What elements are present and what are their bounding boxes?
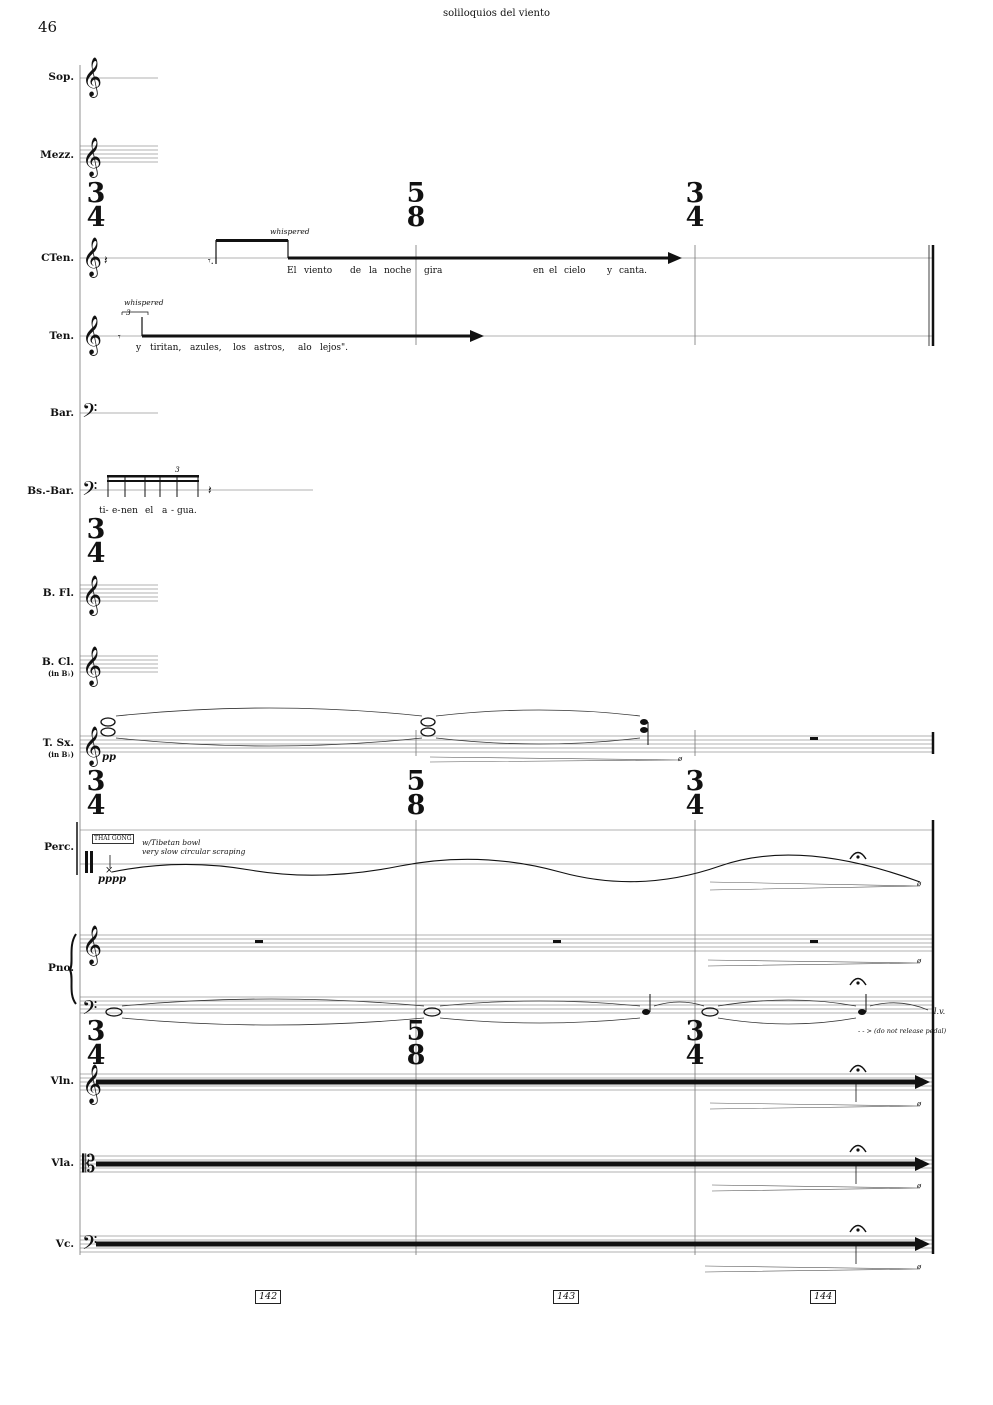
- ten-whispered-marking: whispered: [124, 298, 164, 307]
- svg-text:𝄽: 𝄽: [104, 253, 108, 267]
- lyric-syllable: viento: [304, 266, 333, 276]
- svg-text:𝄢: 𝄢: [82, 996, 97, 1024]
- svg-text:𝄾.: 𝄾.: [208, 256, 214, 267]
- svg-text:𝄢: 𝄢: [82, 399, 97, 427]
- svg-text:𝄞: 𝄞: [82, 315, 102, 356]
- measure-number-144: 144: [810, 1290, 837, 1304]
- lyric-syllable: el: [549, 266, 558, 276]
- thai-gong-box: THAI GONG: [92, 834, 134, 844]
- instrument-label-bass-flute: B. Fl.: [42, 587, 74, 599]
- instrument-label-soprano: Sop.: [48, 71, 74, 83]
- instrument-label-violin: Vln.: [50, 1075, 74, 1087]
- piano-niente: ø: [917, 957, 922, 965]
- lyric-syllable: gira: [424, 266, 443, 276]
- cten-whispered-marking: whispered: [270, 227, 310, 236]
- perc-dynamic: pppp: [98, 874, 126, 885]
- svg-text:𝄞: 𝄞: [82, 726, 102, 767]
- perc-niente: ø: [917, 880, 922, 888]
- svg-text:𝄞: 𝄞: [82, 575, 102, 616]
- measure-number-143: 143: [553, 1290, 580, 1304]
- lyric-syllable: astros,: [254, 343, 285, 353]
- svg-text:𝄽: 𝄽: [208, 483, 212, 497]
- instrument-label-mezzo: Mezz.: [40, 149, 74, 161]
- lyric-syllable: El: [287, 266, 297, 276]
- svg-text:𝄞: 𝄞: [82, 137, 102, 178]
- lyric-syllable: lejos".: [320, 343, 349, 353]
- lyric-syllable: -: [171, 506, 175, 516]
- viola-niente: ø: [917, 1182, 922, 1190]
- svg-text:×: ×: [105, 865, 113, 876]
- lyric-syllable: gua.: [177, 506, 197, 516]
- lyric-syllable: los: [233, 343, 246, 353]
- lyric-syllable: e-: [112, 506, 121, 516]
- instrument-label-percussion: Perc.: [44, 841, 74, 853]
- page-number: 46: [38, 18, 58, 36]
- instrument-label-viola: Vla.: [51, 1157, 74, 1169]
- perc-technique-2: very slow circular scraping: [142, 847, 246, 856]
- svg-text:𝄞: 𝄞: [82, 237, 102, 278]
- instrument-label-bass-baritone: Bs.-Bar.: [27, 485, 74, 497]
- svg-text:𝄢: 𝄢: [82, 1231, 97, 1259]
- lyric-syllable: ti-: [99, 506, 109, 516]
- lyric-syllable: de: [350, 266, 362, 276]
- svg-text:𝄢: 𝄢: [82, 477, 97, 505]
- instrument-label-tenor-sax: T. Sx. (in B♭): [42, 737, 74, 760]
- lyric-syllable: azules,: [190, 343, 222, 353]
- instrument-label-tenor: Ten.: [49, 330, 74, 342]
- svg-text:𝄡: 𝄡: [82, 1150, 95, 1178]
- lyric-syllable: y: [607, 266, 613, 276]
- instrument-label-bass-clarinet: B. Cl. (in B♭): [41, 656, 74, 679]
- bsbar-tuplet-3: 3: [175, 465, 180, 474]
- lyric-syllable: tiritan,: [150, 343, 182, 353]
- ten-tuplet-3: 3: [126, 308, 131, 317]
- lyric-syllable: la: [369, 266, 378, 276]
- instrument-label-countertenor: CTen.: [41, 252, 74, 264]
- lyric-syllable: y: [136, 343, 142, 353]
- pedal-instruction: - - > (do not release pedal): [858, 1027, 947, 1035]
- cello-niente: ø: [917, 1263, 922, 1271]
- lyric-syllable: a: [162, 506, 168, 516]
- lyric-syllable: cielo: [564, 266, 586, 276]
- perc-technique-1: w/Tibetan bowl: [142, 838, 201, 847]
- violin-niente: ø: [917, 1100, 922, 1108]
- lyric-syllable: en: [533, 266, 545, 276]
- laissez-vibrer: l.v.: [934, 1007, 946, 1016]
- lyric-syllable: alo: [298, 343, 312, 353]
- svg-text:𝄞: 𝄞: [82, 646, 102, 687]
- lyric-syllable: el: [145, 506, 154, 516]
- instrument-label-baritone: Bar.: [50, 407, 74, 419]
- svg-text:𝄞: 𝄞: [82, 1064, 102, 1105]
- instrument-label-piano: Pno.: [47, 962, 74, 974]
- measure-number-142: 142: [255, 1290, 282, 1304]
- lyric-syllable: canta.: [619, 266, 648, 276]
- svg-text:𝄞: 𝄞: [82, 57, 102, 98]
- svg-text:𝄾: 𝄾: [118, 332, 121, 343]
- lyric-syllable: noche: [384, 266, 412, 276]
- lyric-syllable: nen: [121, 506, 138, 516]
- instrument-label-cello: Vc.: [55, 1238, 74, 1250]
- tsax-dynamic: pp: [102, 752, 116, 763]
- running-title: soliloquios del viento: [442, 8, 551, 19]
- svg-text:𝄞: 𝄞: [82, 925, 102, 966]
- tsax-niente: ø: [678, 755, 683, 763]
